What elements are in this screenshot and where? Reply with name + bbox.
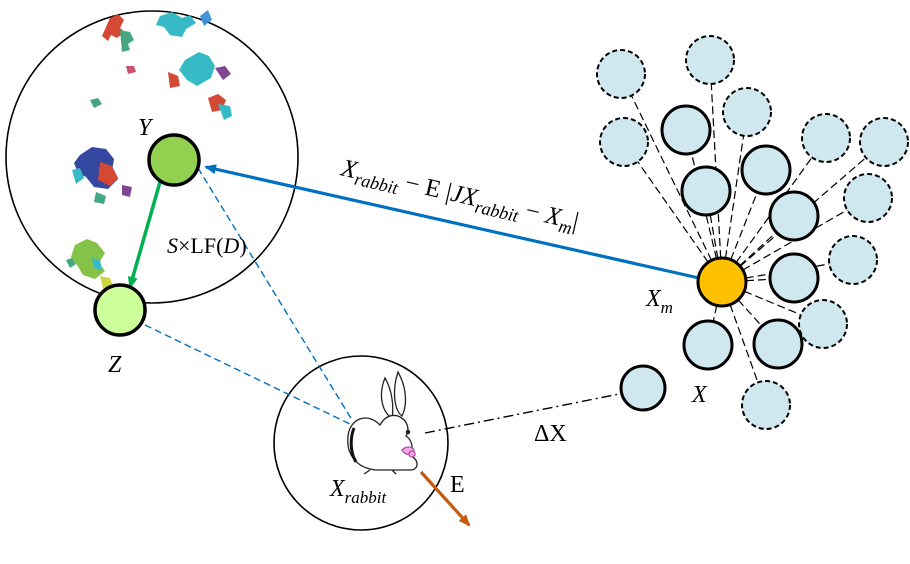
rabbit-position-label: Xrabbit [329,476,388,507]
y-node [147,133,201,187]
delta-x-label: ΔX [534,421,567,447]
levy-step-label: S×LF(D) [167,233,247,258]
escape-energy-label: E [450,472,465,498]
y-label: Y [138,115,154,141]
dashed-line-y-rabbit [197,167,353,421]
escape-energy-arrow [419,470,471,527]
position-update-formula: Xrabbit − E |JXrabbit − Xm| [337,154,581,239]
z-label: Z [108,352,122,378]
dashed-hawks [596,35,909,430]
delta-x-line [424,392,625,434]
best-position-label: Xm [645,286,673,317]
best-position-node [696,256,748,308]
rabbit-circle [273,355,449,531]
hawks [660,104,820,371]
z-node [93,283,147,337]
dashed-line-z-rabbit [144,324,353,426]
exploration-circle [5,10,299,304]
hawk-x-label: X [691,382,708,408]
hawk-x-node [619,364,667,412]
green-arrow [127,181,162,289]
blue-arrow [204,164,700,280]
rabbit-icon [347,370,418,475]
levy-flight-trails [66,10,232,292]
